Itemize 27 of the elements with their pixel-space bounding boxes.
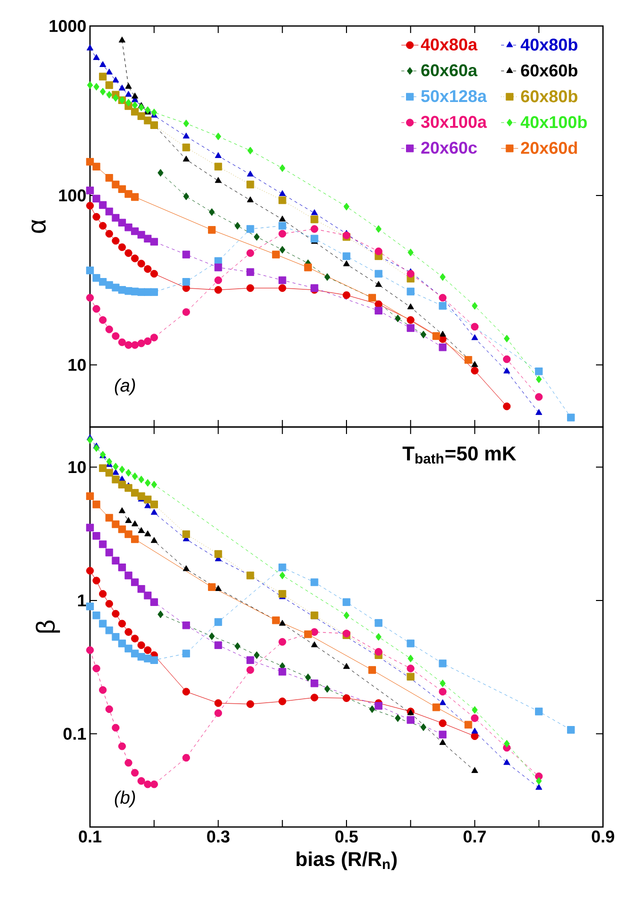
annotation: T$_{bath}$=50 mK xyxy=(402,446,516,464)
x-axis-title: bias (R/R$_{n}$) xyxy=(296,851,397,870)
legend-label: 60x80b xyxy=(521,90,578,102)
y-tick-label: 100 xyxy=(59,189,86,202)
legend-label: 40x100b xyxy=(520,116,587,128)
legend-label: 40x80a xyxy=(420,38,478,50)
legend-label: 60x60b xyxy=(521,64,578,77)
y-tick-label: 1 xyxy=(78,594,86,606)
legend-label: 20x60c xyxy=(421,142,477,154)
x-tick-label: 0.5 xyxy=(335,830,358,843)
x-tick-label: 0.7 xyxy=(464,830,486,843)
y-tick-label: 0.1 xyxy=(64,728,86,740)
legend-label: 40x80b xyxy=(520,38,578,51)
y-axis-title: β xyxy=(36,620,60,633)
x-tick-label: 0.9 xyxy=(592,830,614,843)
annotation: (a) xyxy=(114,378,135,396)
legend-label: 50x128a xyxy=(421,90,487,102)
y-tick-label: 10 xyxy=(68,461,86,474)
legend-label: 30x100a xyxy=(421,116,487,128)
y-tick-label: 1000 xyxy=(50,20,86,32)
legend-label: 60x60a xyxy=(421,64,478,76)
annotation: (b) xyxy=(114,790,135,808)
y-axis-title: α xyxy=(32,220,46,233)
y-tick-label: 10 xyxy=(68,358,86,371)
legend-label: 20x60d xyxy=(521,142,577,154)
x-tick-label: 0.3 xyxy=(207,830,230,843)
x-tick-label: 0.1 xyxy=(78,830,102,843)
